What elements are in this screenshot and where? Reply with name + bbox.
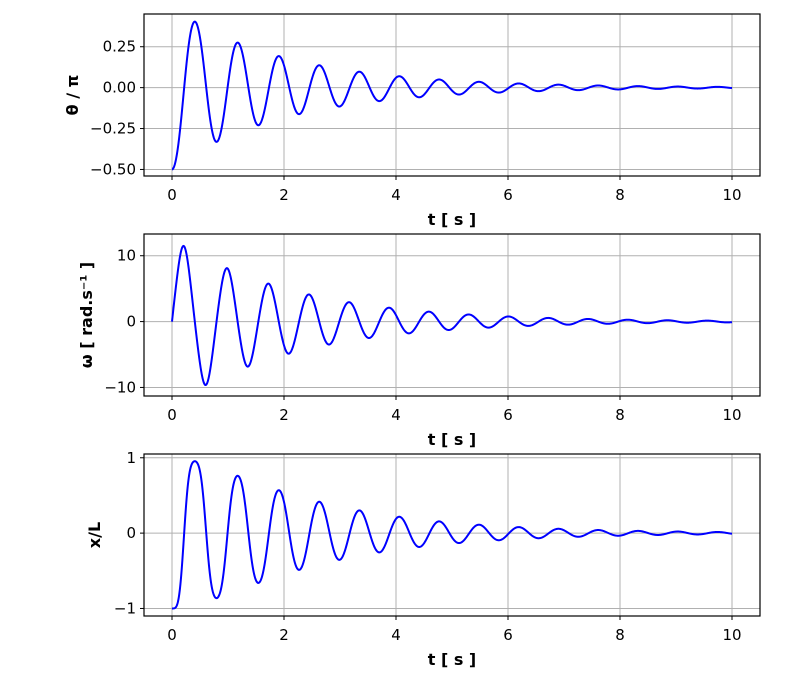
x-tick-label: 8 (615, 626, 625, 644)
theta-line (171, 20, 733, 171)
y-tick-label: 10 (117, 247, 136, 265)
x-tick-label: 0 (167, 186, 177, 204)
x-tick-label: 10 (722, 626, 741, 644)
theta-chart: 0 2 4 6 8 10 −0.50 −0.25 0.00 0.25 t [ s ] θ / π (63, 13, 761, 229)
x-tick-label: 2 (279, 406, 289, 424)
axes-frame (143, 13, 761, 177)
x-tick-label: 6 (503, 186, 513, 204)
x-line (172, 460, 733, 610)
x-tick-label: 0 (167, 406, 177, 424)
x-tick-label: 4 (391, 186, 401, 204)
y-tick-label: 0.25 (103, 38, 136, 56)
axes-frame (143, 453, 761, 617)
y-tick-label: −1 (114, 599, 136, 617)
y-tick-label: 1 (126, 449, 136, 467)
x-tick-label: 6 (503, 626, 513, 644)
y-tick-label: 0 (126, 313, 136, 331)
y-axis-label: θ / π (63, 75, 82, 116)
y-tick-label: −0.25 (90, 120, 136, 138)
x-tick-label: 2 (279, 626, 289, 644)
x-tick-label: 10 (722, 186, 741, 204)
axes-frame (143, 233, 761, 397)
y-axis-label: ω [ rad.s⁻¹ ] (77, 262, 96, 368)
x-tick-label: 6 (503, 406, 513, 424)
x-tick-label: 2 (279, 186, 289, 204)
y-axis-label: x/L (85, 522, 104, 548)
x-axis-label: t [ s ] (428, 650, 477, 669)
x-tick-label: 4 (391, 406, 401, 424)
x-tick-label: 4 (391, 626, 401, 644)
x-axis-label: t [ s ] (428, 210, 477, 229)
y-tick-label: −0.50 (90, 160, 136, 178)
x-tick-label: 10 (722, 406, 741, 424)
x-axis-label: t [ s ] (428, 430, 477, 449)
x-tick-label: 0 (167, 626, 177, 644)
omega-line (171, 244, 733, 387)
x-tick-label: 8 (615, 186, 625, 204)
omega-chart: 0 2 4 6 8 10 −10 0 10 t [ s ] ω [ rad.s⁻¹ ] (77, 233, 761, 449)
position-chart: 0 2 4 6 8 10 −1 0 1 t [ s ] x/L (85, 449, 761, 669)
y-tick-label: 0.00 (103, 79, 136, 97)
y-tick-label: −10 (104, 378, 136, 396)
y-tick-label: 0 (126, 524, 136, 542)
x-tick-label: 8 (615, 406, 625, 424)
